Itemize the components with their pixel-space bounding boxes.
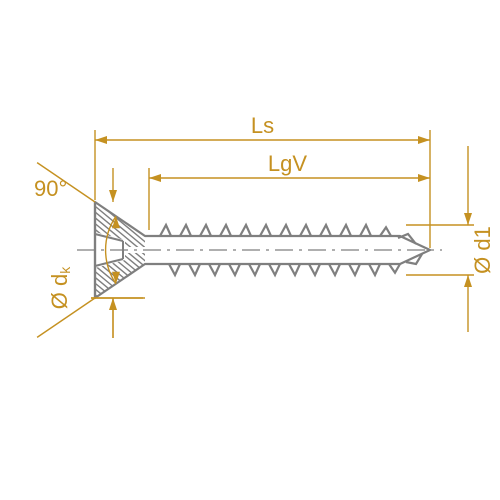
label-lgv: LgV xyxy=(268,151,307,176)
screw-drawing xyxy=(35,197,442,303)
label-angle: 90° xyxy=(34,176,67,201)
label-d1: Ø d1 xyxy=(470,226,495,274)
label-dk: Ø dk xyxy=(47,266,73,309)
label-ls: Ls xyxy=(251,113,274,138)
